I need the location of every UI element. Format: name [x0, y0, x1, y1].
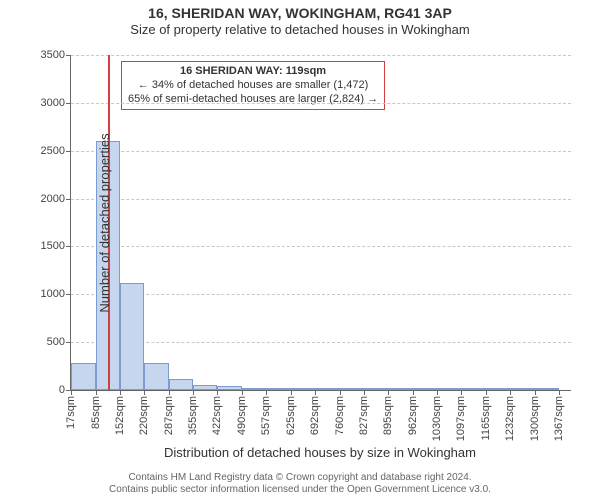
x-tick-mark: [461, 390, 462, 395]
y-tick-mark: [66, 246, 71, 247]
histogram-bar: [461, 388, 486, 390]
x-tick-mark: [266, 390, 267, 395]
y-tick-label: 2000: [41, 193, 65, 205]
histogram-bar: [144, 363, 168, 390]
histogram-bar: [437, 388, 461, 390]
y-tick-mark: [66, 294, 71, 295]
gridline-h: [71, 246, 571, 247]
y-axis-title: Number of detached properties: [97, 133, 112, 312]
x-tick-mark: [120, 390, 121, 395]
y-tick-label: 1000: [41, 288, 65, 300]
y-tick-label: 500: [47, 336, 65, 348]
x-tick-mark: [193, 390, 194, 395]
x-tick-mark: [437, 390, 438, 395]
histogram-bar: [266, 388, 291, 390]
annotation-line-smaller: ← 34% of detached houses are smaller (1,…: [128, 79, 378, 93]
x-tick-label: 85sqm: [90, 396, 102, 429]
x-tick-label: 895sqm: [382, 396, 394, 435]
x-tick-mark: [242, 390, 243, 395]
y-tick-label: 1500: [41, 240, 65, 252]
gridline-h: [71, 103, 571, 104]
x-tick-mark: [510, 390, 511, 395]
y-tick-label: 3500: [41, 49, 65, 61]
y-tick-mark: [66, 151, 71, 152]
footer-line-2: Contains public sector information licen…: [0, 484, 600, 496]
gridline-h: [71, 55, 571, 56]
x-tick-label: 1165sqm: [480, 396, 492, 440]
histogram-bar: [315, 388, 340, 390]
y-tick-label: 3000: [41, 97, 65, 109]
x-tick-label: 557sqm: [260, 396, 272, 435]
x-tick-mark: [486, 390, 487, 395]
x-tick-label: 490sqm: [236, 396, 248, 435]
x-tick-label: 1367sqm: [553, 396, 565, 441]
x-tick-label: 692sqm: [309, 396, 321, 435]
x-tick-label: 17sqm: [65, 396, 77, 429]
x-tick-label: 827sqm: [358, 396, 370, 435]
y-tick-label: 0: [59, 384, 65, 396]
histogram-bar: [388, 388, 412, 390]
histogram-bar: [291, 388, 315, 390]
x-tick-mark: [71, 390, 72, 395]
histogram-bar: [193, 385, 217, 390]
histogram-bar: [413, 388, 438, 390]
x-tick-label: 287sqm: [163, 396, 175, 435]
x-tick-label: 760sqm: [334, 396, 346, 435]
x-tick-label: 1097sqm: [455, 396, 467, 441]
gridline-h: [71, 199, 571, 200]
x-axis-title: Distribution of detached houses by size …: [70, 445, 570, 460]
y-tick-mark: [66, 199, 71, 200]
histogram-bar: [510, 388, 535, 390]
gridline-h: [71, 342, 571, 343]
y-tick-mark: [66, 103, 71, 104]
x-tick-mark: [559, 390, 560, 395]
x-tick-mark: [388, 390, 389, 395]
x-tick-label: 625sqm: [285, 396, 297, 435]
x-tick-label: 1030sqm: [431, 396, 443, 441]
chart-title: 16, SHERIDAN WAY, WOKINGHAM, RG41 3AP: [0, 0, 600, 21]
footer: Contains HM Land Registry data © Crown c…: [0, 472, 600, 496]
plot-region: 16 SHERIDAN WAY: 119sqm ← 34% of detache…: [70, 55, 570, 390]
x-tick-mark: [340, 390, 341, 395]
chart-container: 16, SHERIDAN WAY, WOKINGHAM, RG41 3AP Si…: [0, 0, 600, 500]
x-tick-mark: [291, 390, 292, 395]
x-tick-mark: [169, 390, 170, 395]
x-tick-mark: [315, 390, 316, 395]
chart-subtitle: Size of property relative to detached ho…: [0, 21, 600, 37]
histogram-bar: [120, 283, 145, 390]
x-tick-mark: [535, 390, 536, 395]
histogram-bar: [364, 388, 389, 390]
x-tick-label: 962sqm: [407, 396, 419, 435]
x-tick-label: 422sqm: [211, 396, 223, 435]
annotation-line-larger: 65% of semi-detached houses are larger (…: [128, 93, 378, 107]
histogram-bar: [486, 388, 510, 390]
x-tick-label: 152sqm: [114, 396, 126, 435]
gridline-h: [71, 294, 571, 295]
x-tick-label: 220sqm: [138, 396, 150, 435]
gridline-h: [71, 151, 571, 152]
x-tick-label: 355sqm: [187, 396, 199, 435]
y-tick-mark: [66, 342, 71, 343]
y-tick-label: 2500: [41, 145, 65, 157]
histogram-bar: [71, 363, 96, 390]
x-tick-label: 1300sqm: [529, 396, 541, 441]
x-tick-mark: [144, 390, 145, 395]
x-tick-mark: [96, 390, 97, 395]
histogram-bar: [217, 386, 242, 390]
x-tick-label: 1232sqm: [504, 396, 516, 441]
histogram-bar: [535, 388, 559, 390]
x-tick-mark: [364, 390, 365, 395]
plot-area: 16 SHERIDAN WAY: 119sqm ← 34% of detache…: [70, 55, 571, 391]
x-tick-mark: [413, 390, 414, 395]
x-tick-mark: [217, 390, 218, 395]
histogram-bar: [242, 388, 266, 390]
annotation-title: 16 SHERIDAN WAY: 119sqm: [128, 65, 378, 79]
footer-line-1: Contains HM Land Registry data © Crown c…: [0, 472, 600, 484]
histogram-bar: [169, 379, 194, 390]
y-tick-mark: [66, 55, 71, 56]
histogram-bar: [340, 388, 364, 390]
